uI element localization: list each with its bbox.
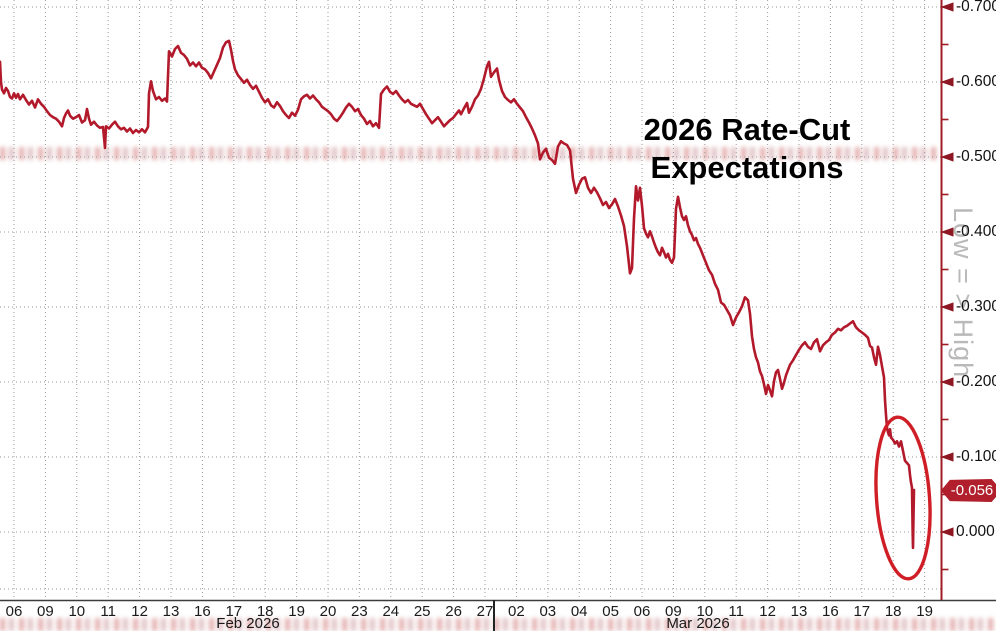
blurred-watermark-mid — [0, 147, 938, 160]
blurred-watermark-bottom — [0, 618, 996, 631]
y-tick-arrow-icon — [940, 452, 954, 462]
y-tick-arrow-icon — [940, 152, 954, 162]
y-tick-arrow-icon — [940, 77, 954, 87]
highlight-ellipse — [874, 415, 932, 581]
y-tick-arrow-icon — [940, 377, 954, 387]
rate-cut-expectations-line — [0, 39, 916, 550]
y-tick-arrow-icon — [940, 527, 954, 537]
y-tick-arrow-icon — [940, 227, 954, 237]
y-tick-arrow-icon — [940, 2, 954, 12]
y-tick-arrow-icon — [940, 302, 954, 312]
